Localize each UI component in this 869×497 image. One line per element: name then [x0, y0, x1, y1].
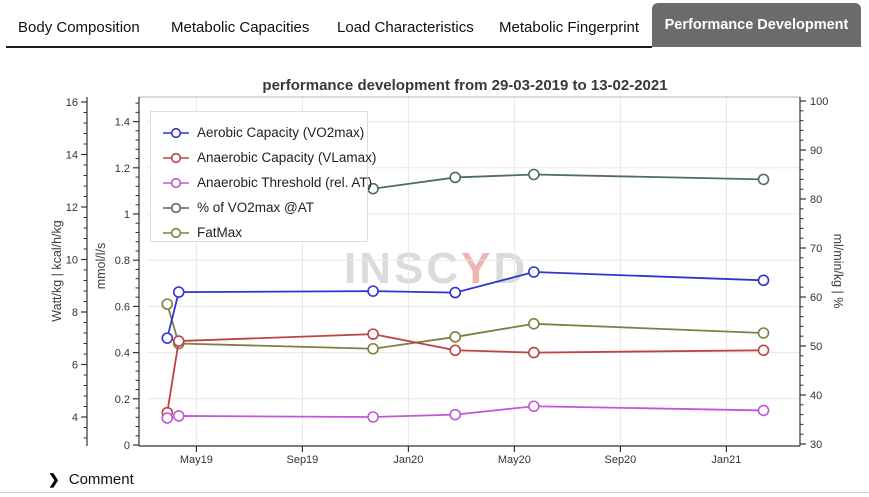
svg-text:30: 30	[810, 439, 822, 451]
watt-axis	[81, 97, 88, 446]
svg-text:14: 14	[66, 150, 78, 162]
svg-text:8: 8	[72, 307, 78, 319]
svg-text:40: 40	[810, 390, 822, 402]
svg-text:4: 4	[72, 412, 78, 424]
x-axis-labels: May19 Sep19 Jan20 May20 Sep20 Jan21	[180, 454, 742, 466]
svg-text:Sep19: Sep19	[286, 454, 318, 466]
series-1	[161, 328, 770, 419]
svg-text:0.8: 0.8	[115, 255, 130, 267]
data-point[interactable]	[367, 285, 379, 297]
data-point[interactable]	[161, 298, 174, 310]
comment-label: Comment	[68, 470, 134, 488]
svg-text:1: 1	[124, 209, 130, 221]
svg-text:1.4: 1.4	[115, 117, 130, 129]
inscyd-watermark: INSCYD	[344, 244, 529, 293]
series-2	[161, 400, 770, 424]
tab-body-composition[interactable]: Body Composition	[18, 19, 140, 36]
data-point[interactable]	[449, 286, 462, 299]
legend-item-vo2max: Aerobic Capacity (VO2max)	[151, 120, 367, 145]
data-point[interactable]	[449, 331, 462, 343]
svg-text:16: 16	[66, 97, 78, 109]
svg-text:1.2: 1.2	[115, 163, 130, 175]
svg-text:Sep20: Sep20	[604, 454, 636, 466]
svg-text:0.6: 0.6	[115, 301, 130, 313]
svg-text:90: 90	[810, 145, 822, 157]
data-point[interactable]	[367, 328, 379, 340]
data-point[interactable]	[367, 411, 379, 423]
svg-text:70: 70	[810, 243, 822, 255]
x-axis	[139, 445, 800, 452]
right-axis	[799, 97, 806, 446]
svg-text:May20: May20	[498, 454, 531, 466]
data-point[interactable]	[367, 182, 379, 195]
legend-item-pct-vo2max-at: % of VO2max @AT	[151, 195, 367, 220]
mmol-axis-labels: 0 0.2 0.4 0.6 0.8 1 1.2 1.4	[115, 117, 130, 452]
right-axis-title: ml/min/kg | %	[831, 233, 845, 309]
svg-text:Jan20: Jan20	[393, 454, 423, 466]
data-point[interactable]	[757, 274, 770, 287]
svg-text:100: 100	[810, 96, 828, 108]
legend-marker-fatmax-icon	[163, 227, 189, 238]
comment-expander[interactable]: ❯ Comment	[48, 469, 134, 489]
svg-text:50: 50	[810, 341, 822, 353]
data-point[interactable]	[172, 410, 185, 422]
chart-title: performance development from 29-03-2019 …	[262, 77, 668, 94]
svg-text:0: 0	[124, 440, 130, 452]
data-point[interactable]	[172, 335, 185, 347]
data-point[interactable]	[757, 173, 770, 186]
svg-text:May19: May19	[180, 454, 213, 466]
data-point[interactable]	[528, 318, 540, 330]
data-point[interactable]	[161, 412, 174, 424]
watt-axis-labels: 4 6 8 10 12 14 16	[66, 97, 78, 424]
series-4	[161, 298, 770, 355]
data-point[interactable]	[757, 344, 770, 357]
data-point[interactable]	[449, 408, 462, 421]
svg-text:10: 10	[66, 255, 78, 267]
data-point[interactable]	[528, 266, 540, 278]
svg-text:60: 60	[810, 292, 822, 304]
legend-item-vlamax: Anaerobic Capacity (VLamax)	[151, 145, 376, 170]
data-point[interactable]	[757, 327, 770, 339]
legend-item-fatmax: FatMax	[151, 220, 367, 245]
data-point[interactable]	[172, 286, 185, 298]
legend-marker-pct-icon	[163, 202, 189, 213]
data-point[interactable]	[449, 344, 462, 357]
legend-marker-vo2max-icon	[163, 127, 189, 138]
legend-marker-vlamax-icon	[163, 152, 189, 163]
tab-metabolic-fingerprint[interactable]: Metabolic Fingerprint	[499, 19, 640, 36]
data-point[interactable]	[757, 404, 770, 417]
tab-bar-underline	[6, 46, 652, 48]
legend-item-anaerobic-threshold: Anaerobic Threshold (rel. AT)	[151, 170, 372, 195]
svg-text:6: 6	[72, 360, 78, 372]
data-point[interactable]	[449, 171, 462, 184]
mmol-axis	[133, 97, 140, 446]
bottom-divider	[0, 492, 869, 493]
left-inner-axis-title: mmol/l/s	[94, 242, 108, 290]
left-outer-axis-title: Watt/kg | kcal/h/kg	[50, 220, 64, 322]
svg-text:Jan21: Jan21	[711, 454, 741, 466]
data-point[interactable]	[528, 168, 540, 181]
tab-load-characteristics[interactable]: Load Characteristics	[337, 19, 474, 36]
svg-text:12: 12	[66, 202, 78, 214]
data-point[interactable]	[528, 400, 540, 413]
tab-metabolic-capacities[interactable]: Metabolic Capacities	[171, 19, 310, 36]
series-0	[161, 266, 770, 344]
right-axis-labels: 30 40 50 60 70 80 90 100	[810, 96, 828, 451]
svg-text:0.4: 0.4	[115, 348, 130, 360]
chart-legend: Aerobic Capacity (VO2max) Anaerobic Capa…	[150, 111, 376, 245]
svg-text:80: 80	[810, 194, 822, 206]
series-3	[367, 168, 770, 195]
data-point[interactable]	[528, 346, 540, 359]
tab-performance-development[interactable]: Performance Development	[652, 3, 861, 47]
chevron-right-icon[interactable]: ❯	[48, 470, 60, 487]
data-point[interactable]	[367, 342, 379, 355]
svg-text:0.2: 0.2	[115, 394, 130, 406]
data-point[interactable]	[161, 332, 174, 344]
legend-marker-at-icon	[163, 177, 189, 188]
